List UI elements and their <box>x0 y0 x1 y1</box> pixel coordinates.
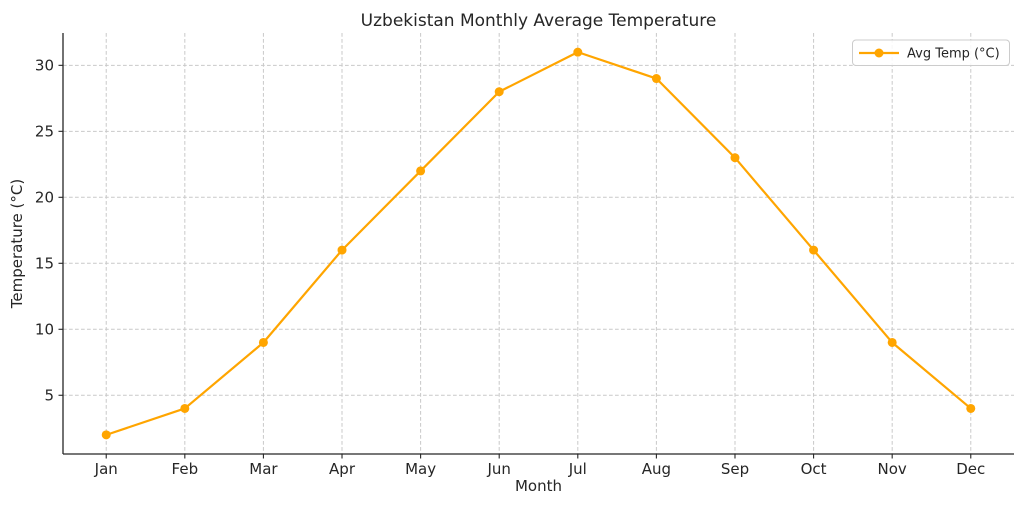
legend: Avg Temp (°C) <box>852 39 1010 66</box>
x-tick-label: Aug <box>642 460 671 478</box>
data-point-marker <box>180 403 190 413</box>
x-tick-label: Jun <box>486 460 510 478</box>
x-tick-label: Feb <box>172 460 199 478</box>
y-tick-label: 10 <box>35 320 54 338</box>
data-point-marker <box>573 47 583 57</box>
x-tick-label: Sep <box>721 460 749 478</box>
data-point-marker <box>494 87 504 97</box>
data-point-marker <box>966 403 976 413</box>
y-tick-label: 5 <box>44 386 54 404</box>
x-tick-label: Apr <box>329 460 356 478</box>
y-tick-label: 30 <box>35 56 54 74</box>
legend-marker-sample <box>874 48 884 58</box>
x-tick-label: Jan <box>94 460 118 478</box>
axis-ticks <box>58 64 972 459</box>
x-tick-label: Oct <box>801 460 827 478</box>
data-point-marker <box>651 74 661 84</box>
y-tick-label: 25 <box>35 122 54 140</box>
data-point-marker <box>730 153 740 163</box>
y-axis-label: Temperature (°C) <box>8 179 26 309</box>
legend-label: Avg Temp (°C) <box>907 47 1000 62</box>
series-line <box>105 51 972 436</box>
x-tick-label: May <box>405 460 436 478</box>
chart-title: Uzbekistan Monthly Average Temperature <box>361 11 717 31</box>
x-tick-label: Dec <box>956 460 985 478</box>
data-point-marker <box>809 245 819 255</box>
data-point-marker <box>101 430 111 440</box>
y-tick-label: 20 <box>35 188 54 206</box>
y-tick-labels: 5 10 15 20 25 30 <box>35 56 54 404</box>
y-tick-label: 15 <box>35 254 54 272</box>
x-tick-label: Jul <box>568 460 587 478</box>
x-axis-label: Month <box>515 477 562 495</box>
data-point-marker <box>416 166 426 176</box>
data-point-marker <box>258 337 268 347</box>
axes-spines <box>62 33 1014 455</box>
data-point-marker <box>337 245 347 255</box>
data-point-marker <box>887 337 897 347</box>
data-series <box>101 47 976 440</box>
legend-box <box>852 39 1010 66</box>
x-tick-labels: Jan Feb Mar Apr May Jun Jul Aug Sep Oct Nov Dec <box>94 460 986 478</box>
x-tick-label: Nov <box>878 460 907 478</box>
x-tick-label: Mar <box>249 460 278 478</box>
